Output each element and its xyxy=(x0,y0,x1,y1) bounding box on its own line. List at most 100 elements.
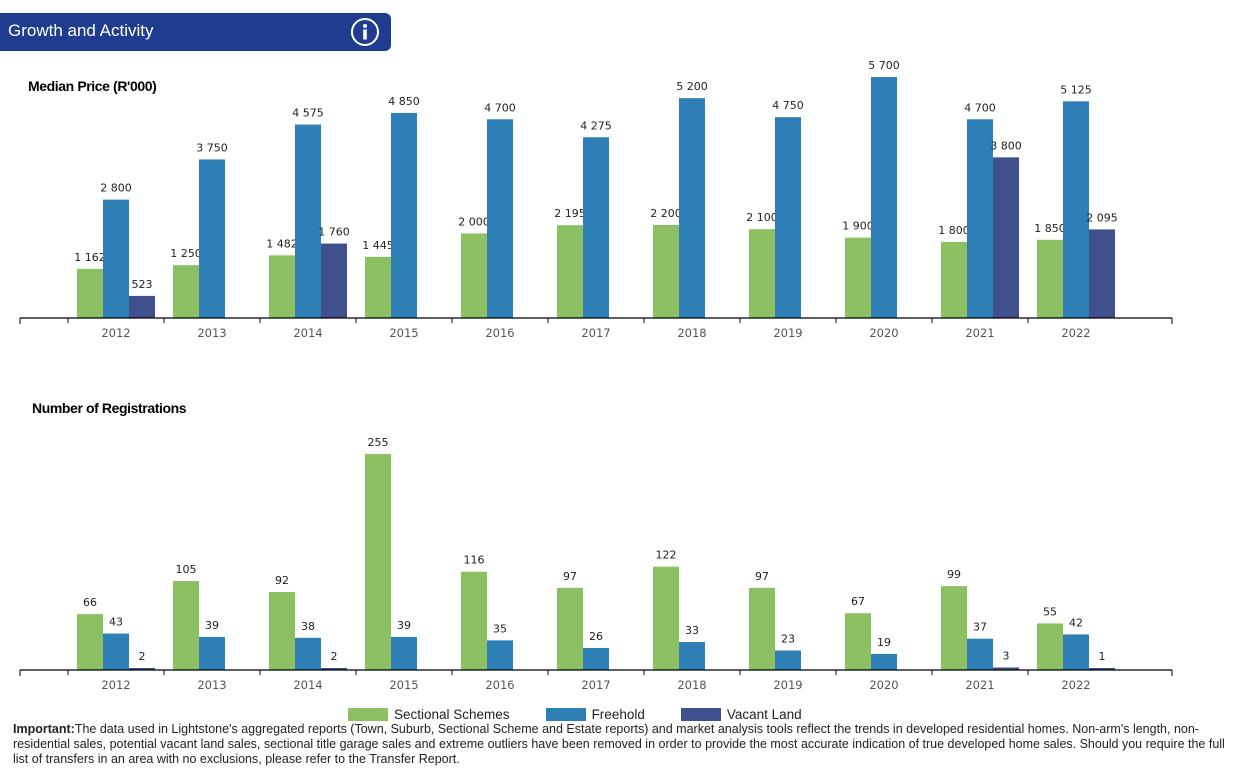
price-bar-2014-0 xyxy=(269,255,295,318)
price-x-tick-2021: 2021 xyxy=(965,326,994,340)
price-x-tick-2017: 2017 xyxy=(581,326,610,340)
reg-x-tick-2015: 2015 xyxy=(389,678,418,692)
price-x-tick-2015: 2015 xyxy=(389,326,418,340)
reg-bar-2022-1 xyxy=(1063,634,1089,670)
price-value-label-2017-1: 4 275 xyxy=(580,119,612,132)
reg-value-label-2020-0: 67 xyxy=(851,595,865,608)
reg-bar-2021-2 xyxy=(993,667,1019,670)
reg-value-label-2015-0: 255 xyxy=(368,436,389,449)
price-value-label-2012-2: 523 xyxy=(132,278,153,291)
reg-bar-2016-1 xyxy=(487,640,513,670)
disclaimer-text: The data used in Lightstone's aggregated… xyxy=(13,722,1225,766)
section-title: Growth and Activity xyxy=(8,21,154,40)
price-bar-2015-1 xyxy=(391,112,417,318)
price-value-label-2014-2: 1 760 xyxy=(318,226,350,239)
reg-bar-2019-1 xyxy=(775,650,801,670)
reg-value-label-2022-2: 1 xyxy=(1099,650,1106,663)
price-value-label-2014-1: 4 575 xyxy=(292,107,324,120)
price-value-label-2013-0: 1 250 xyxy=(170,247,202,260)
price-bar-2016-0 xyxy=(461,233,487,318)
price-value-label-2019-1: 4 750 xyxy=(772,99,804,112)
reg-value-label-2020-1: 19 xyxy=(877,636,891,649)
reg-bar-2020-0 xyxy=(845,613,871,670)
price-bar-2012-1 xyxy=(103,199,129,318)
price-x-tick-2022: 2022 xyxy=(1061,326,1090,340)
price-value-label-2012-1: 2 800 xyxy=(100,182,132,195)
reg-x-tick-2014: 2014 xyxy=(293,678,322,692)
price-bar-2022-0 xyxy=(1037,239,1063,318)
reg-bar-2012-0 xyxy=(77,614,103,670)
reg-bar-2013-0 xyxy=(173,581,199,670)
legend-item-sectional: Sectional Schemes xyxy=(348,707,510,722)
price-value-label-2022-0: 1 850 xyxy=(1034,222,1066,235)
reg-value-label-2021-0: 99 xyxy=(947,568,961,581)
legend-label-vacant: Vacant Land xyxy=(726,706,802,722)
legend-swatch-sectional xyxy=(348,707,388,721)
reg-bar-2022-0 xyxy=(1037,623,1063,670)
price-value-label-2018-1: 5 200 xyxy=(676,80,708,93)
reg-x-tick-2017: 2017 xyxy=(581,678,610,692)
legend: Sectional Schemes Freehold Vacant Land xyxy=(348,706,838,722)
reg-value-label-2016-1: 35 xyxy=(493,622,507,635)
section-header: Growth and Activity xyxy=(0,13,391,51)
reg-value-label-2015-1: 39 xyxy=(397,619,411,632)
price-value-label-2020-1: 5 700 xyxy=(868,59,900,72)
price-bar-2013-1 xyxy=(199,159,225,318)
price-bar-2016-1 xyxy=(487,119,513,318)
registrations-chart-title: Number of Registrations xyxy=(32,400,187,416)
reg-bar-2016-0 xyxy=(461,571,487,670)
price-value-label-2022-2: 2 095 xyxy=(1086,211,1118,224)
reg-bar-2020-1 xyxy=(871,653,897,670)
reg-value-label-2021-1: 37 xyxy=(973,621,987,634)
reg-value-label-2019-1: 23 xyxy=(781,633,795,646)
price-bar-2021-1 xyxy=(967,119,993,318)
reg-x-tick-2016: 2016 xyxy=(485,678,514,692)
price-bar-2021-0 xyxy=(941,241,967,318)
price-bar-2012-2 xyxy=(129,295,155,318)
reg-value-label-2016-0: 116 xyxy=(464,554,485,567)
reg-value-label-2022-1: 42 xyxy=(1069,616,1083,629)
price-value-label-2013-1: 3 750 xyxy=(196,141,228,154)
price-bar-2019-0 xyxy=(749,229,775,318)
price-value-label-2019-0: 2 100 xyxy=(746,211,778,224)
reg-value-label-2021-2: 3 xyxy=(1003,649,1010,662)
price-bar-2021-2 xyxy=(993,157,1019,318)
price-bar-2020-0 xyxy=(845,237,871,318)
legend-item-freehold: Freehold xyxy=(545,707,645,722)
reg-bar-2015-0 xyxy=(365,454,391,670)
disclaimer: Important:The data used in Lightstone's … xyxy=(13,722,1238,767)
reg-value-label-2013-1: 39 xyxy=(205,619,219,632)
price-value-label-2018-0: 2 200 xyxy=(650,207,682,220)
reg-value-label-2018-1: 33 xyxy=(685,624,699,637)
info-icon[interactable] xyxy=(350,17,380,47)
reg-bar-2014-1 xyxy=(295,637,321,670)
reg-x-tick-2020: 2020 xyxy=(869,678,898,692)
reg-x-tick-2022: 2022 xyxy=(1061,678,1090,692)
reg-bar-2021-1 xyxy=(967,638,993,670)
reg-x-tick-2018: 2018 xyxy=(677,678,706,692)
price-bar-2018-0 xyxy=(653,224,679,318)
reg-value-label-2017-0: 97 xyxy=(563,570,577,583)
price-value-label-2016-1: 4 700 xyxy=(484,101,516,114)
price-value-label-2021-0: 1 800 xyxy=(938,224,970,237)
reg-bar-2017-0 xyxy=(557,587,583,670)
reg-value-label-2014-2: 2 xyxy=(331,650,338,663)
price-x-tick-2013: 2013 xyxy=(197,326,226,340)
reg-bar-2014-2 xyxy=(321,668,347,670)
reg-value-label-2013-0: 105 xyxy=(176,563,197,576)
price-x-tick-2014: 2014 xyxy=(293,326,322,340)
legend-label-sectional: Sectional Schemes xyxy=(394,706,510,722)
reg-value-label-2012-2: 2 xyxy=(139,650,146,663)
reg-value-label-2022-0: 55 xyxy=(1043,605,1057,618)
legend-swatch-freehold xyxy=(545,707,586,721)
price-bar-2017-0 xyxy=(557,225,583,318)
price-bar-2020-1 xyxy=(871,77,897,318)
price-value-label-2014-0: 1 482 xyxy=(266,237,298,250)
price-bar-2022-2 xyxy=(1089,229,1115,318)
reg-bar-2013-1 xyxy=(199,636,225,670)
reg-bar-2015-1 xyxy=(391,636,417,670)
reg-value-label-2012-1: 43 xyxy=(109,616,123,629)
reg-value-label-2012-0: 66 xyxy=(83,596,97,609)
reg-value-label-2017-1: 26 xyxy=(589,630,603,643)
reg-bar-2018-0 xyxy=(653,566,679,670)
